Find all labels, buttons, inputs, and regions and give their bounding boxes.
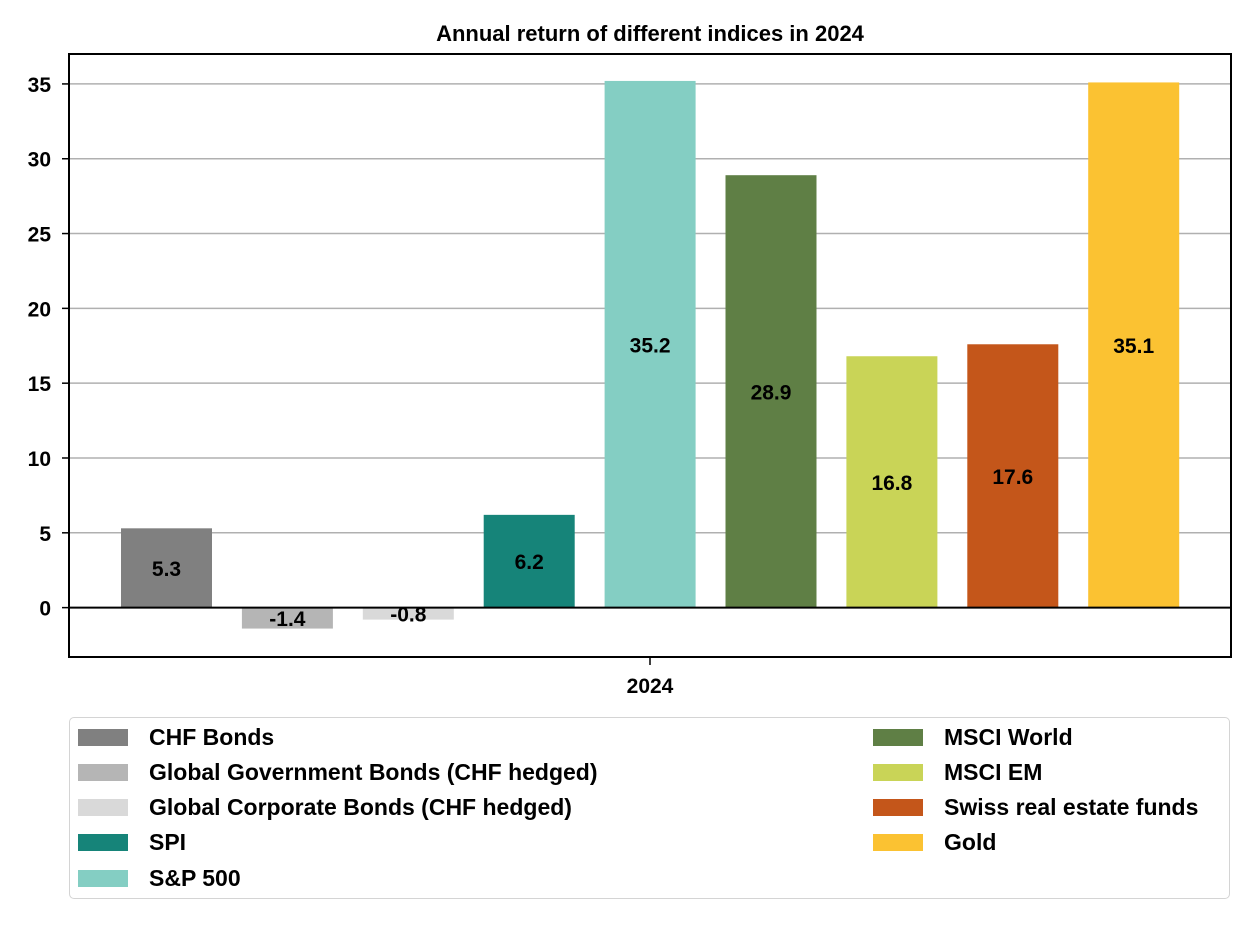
legend-swatch — [78, 834, 128, 852]
legend-item: S&P 500 — [78, 861, 241, 895]
legend-item: Swiss real estate funds — [873, 791, 1198, 825]
legend-label: Global Government Bonds (CHF hedged) — [149, 758, 598, 785]
data-label: -0.8 — [390, 604, 427, 627]
bars — [121, 80, 1180, 629]
legend-label: SPI — [149, 829, 187, 856]
y-tick-label: 5 — [39, 523, 51, 546]
x-tick-label: 2024 — [627, 675, 674, 698]
legend-item: Global Corporate Bonds (CHF hedged) — [78, 791, 572, 825]
legend-item: Global Government Bonds (CHF hedged) — [78, 755, 598, 789]
y-tick-label: 30 — [28, 149, 51, 172]
data-label: 35.2 — [630, 334, 671, 357]
legend-label: MSCI World — [944, 723, 1073, 750]
y-tick-label: 25 — [28, 224, 52, 247]
legend-swatch — [873, 799, 923, 817]
legend-item: Gold — [873, 826, 996, 860]
y-tick-label: 0 — [39, 598, 51, 621]
y-tick-label: 10 — [28, 448, 51, 471]
legend-label: S&P 500 — [149, 864, 241, 891]
data-label: 28.9 — [751, 381, 792, 404]
bar — [241, 607, 333, 629]
legend-label: Global Corporate Bonds (CHF hedged) — [149, 794, 572, 821]
legend-label: Swiss real estate funds — [944, 794, 1199, 821]
data-label: 16.8 — [871, 472, 912, 495]
bar — [362, 607, 454, 620]
bar — [967, 344, 1059, 608]
bar — [483, 514, 575, 608]
legend-label: MSCI EM — [944, 758, 1043, 785]
legend-label: CHF Bonds — [149, 723, 275, 750]
y-tick-label: 20 — [28, 298, 51, 321]
bar — [121, 528, 212, 608]
legend-swatch — [873, 728, 923, 746]
bar — [846, 356, 938, 608]
legend-swatch — [873, 834, 923, 852]
data-label: 35.1 — [1113, 335, 1154, 358]
y-tick-label: 15 — [28, 373, 52, 396]
legend-swatch — [78, 728, 128, 746]
bar — [1088, 82, 1180, 608]
legend-swatch — [78, 869, 128, 887]
data-label: 5.3 — [152, 558, 181, 581]
data-labels: 5.3 -1.4 -0.8 6.2 35.2 28.9 16.8 17.6 35.1 — [152, 334, 1155, 631]
legend-label: Gold — [944, 829, 997, 856]
bar — [604, 80, 696, 608]
legend: CHF Bonds Global Government Bonds (CHF he… — [69, 717, 1230, 899]
data-label: 17.6 — [992, 466, 1033, 489]
y-tick-label: 35 — [28, 74, 52, 97]
legend-swatch — [78, 799, 128, 817]
data-label: -1.4 — [269, 608, 306, 631]
legend-item: MSCI World — [873, 720, 1073, 754]
legend-item: SPI — [78, 826, 186, 860]
legend-item: MSCI EM — [873, 755, 1042, 789]
legend-item: CHF Bonds — [78, 720, 274, 754]
axes: 0 5 10 15 20 25 30 35 2024 — [28, 53, 1232, 698]
chart-title: Annual return of different indices in 20… — [436, 21, 865, 46]
legend-swatch — [78, 763, 128, 781]
legend-swatch — [873, 763, 923, 781]
data-label: 6.2 — [515, 551, 544, 574]
bar — [725, 175, 817, 608]
